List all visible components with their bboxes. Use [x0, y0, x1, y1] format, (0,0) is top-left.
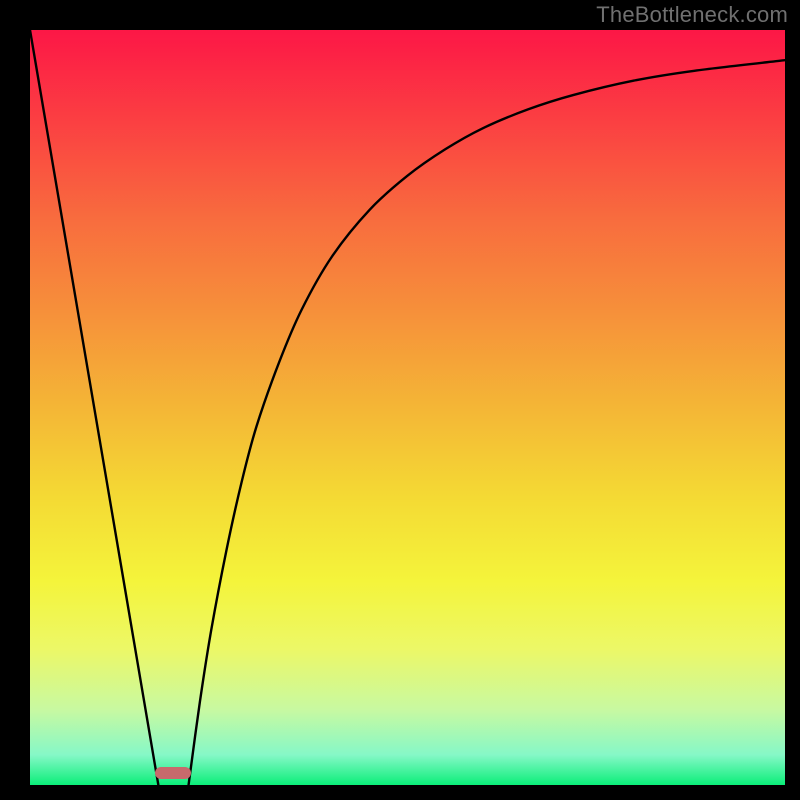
chart-canvas: TheBottleneck.com — [0, 0, 800, 800]
plot-area — [30, 30, 785, 785]
watermark-text: TheBottleneck.com — [596, 2, 788, 28]
bottleneck-curve — [30, 30, 785, 785]
optimal-marker — [155, 767, 191, 779]
